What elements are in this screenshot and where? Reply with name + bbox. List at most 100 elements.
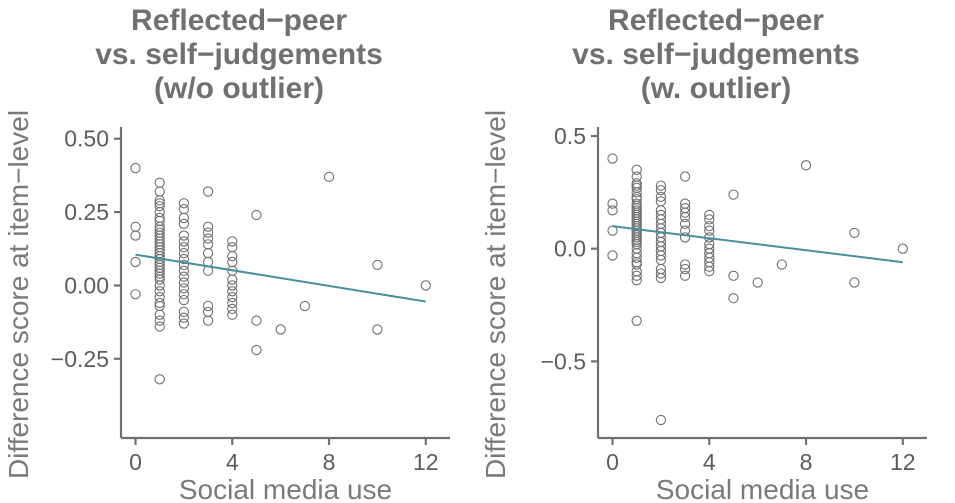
scatter-plot: −0.5 0.0 0.5 0 4 8 12 Social media use Differenc… [480, 110, 927, 503]
chart-title-line: vs. self−judgements [95, 38, 383, 71]
regression-line [612, 225, 903, 264]
x-axis-label: Social media use [179, 474, 392, 503]
data-point [679, 211, 691, 223]
x-axis-label: Social media use [656, 474, 869, 503]
data-point [849, 277, 860, 288]
data-point [631, 187, 642, 198]
data-point [178, 212, 190, 224]
data-point [227, 236, 238, 247]
data-point [679, 263, 691, 275]
data-point [130, 221, 141, 232]
data-point [154, 201, 165, 212]
data-point [655, 414, 667, 426]
data-point [227, 256, 238, 268]
data-point [202, 233, 214, 244]
y-tick-label: −0.25 [51, 346, 109, 372]
data-point [728, 189, 739, 200]
data-point [178, 283, 190, 294]
data-point [655, 268, 667, 279]
data-point [704, 225, 715, 236]
chart-title: Reflected−peer vs. self−judgements (w/o … [0, 4, 478, 106]
data-point [178, 271, 190, 282]
data-point [607, 225, 618, 236]
data-point [154, 177, 165, 188]
data-point [130, 230, 141, 241]
data-point [202, 227, 214, 238]
data-point [631, 259, 642, 270]
data-point [202, 248, 214, 259]
data-point [227, 274, 238, 285]
data-point [130, 256, 141, 268]
data-point [655, 184, 667, 196]
y-axis-label: Difference score at item−level [3, 110, 34, 479]
data-point [227, 303, 238, 315]
chart-title-line: (w. outlier) [640, 72, 792, 105]
chart-title: Reflected−peer vs. self−judgements (w. o… [477, 4, 955, 106]
x-tick-label: 8 [323, 449, 336, 475]
data-point [704, 209, 715, 221]
data-point [631, 275, 642, 286]
data-point [178, 253, 190, 265]
chart-title-line: (w/o outlier) [154, 72, 324, 105]
y-tick-label: 0.5 [554, 123, 586, 149]
data-point [178, 218, 190, 229]
y-tick-label: −0.5 [541, 348, 586, 374]
data-point [154, 286, 165, 297]
data-point [679, 270, 691, 281]
data-point [178, 306, 190, 317]
data-point [178, 294, 190, 306]
data-point [178, 289, 190, 300]
scatter-plot: −0.25 0.00 0.25 0.50 0 4 8 12 Social media use Di… [3, 110, 450, 503]
data-point [227, 250, 238, 262]
data-point [227, 286, 238, 297]
data-point [178, 318, 190, 329]
data-point [897, 243, 908, 254]
data-point [227, 297, 238, 309]
data-point [154, 274, 165, 285]
data-point [154, 374, 165, 385]
x-tick-label: 0 [129, 449, 142, 475]
data-point [202, 221, 214, 232]
data-point [178, 204, 190, 215]
data-point [776, 259, 788, 270]
data-point [227, 292, 238, 303]
data-point [202, 186, 214, 197]
data-point [631, 252, 642, 263]
data-point [655, 250, 667, 261]
data-point [631, 164, 642, 175]
data-point [679, 171, 691, 182]
chart-panel-right: Reflected−peer vs. self−judgements (w. o… [477, 0, 955, 503]
data-point [800, 160, 812, 171]
chart-title-line: Reflected−peer [608, 4, 824, 37]
data-point [420, 280, 431, 291]
data-point [227, 309, 238, 320]
data-point [178, 248, 190, 259]
data-point [655, 180, 667, 191]
data-point [154, 297, 165, 309]
chart-panel-left: Reflected−peer vs. self−judgements (w/o … [0, 4, 478, 503]
data-point [202, 315, 214, 326]
data-point [202, 306, 214, 317]
data-point [178, 236, 190, 247]
y-tick-label: 0.0 [554, 236, 586, 262]
data-point [607, 198, 618, 209]
x-tick-label: 4 [226, 449, 239, 475]
y-tick-label: 0.50 [64, 126, 109, 152]
x-tick-label: 12 [890, 449, 916, 475]
data-point [251, 344, 262, 356]
data-point [728, 293, 739, 304]
data-point [178, 277, 190, 288]
data-point [227, 242, 238, 253]
data-point [679, 259, 691, 270]
data-point [154, 280, 165, 291]
data-point [704, 221, 715, 232]
data-point [728, 270, 739, 281]
data-point [704, 214, 715, 225]
data-point [323, 171, 335, 183]
data-point [202, 239, 214, 250]
data-point [178, 259, 190, 271]
data-point [154, 186, 165, 197]
data-point [607, 153, 618, 164]
data-point [251, 315, 262, 326]
data-point [607, 250, 618, 261]
